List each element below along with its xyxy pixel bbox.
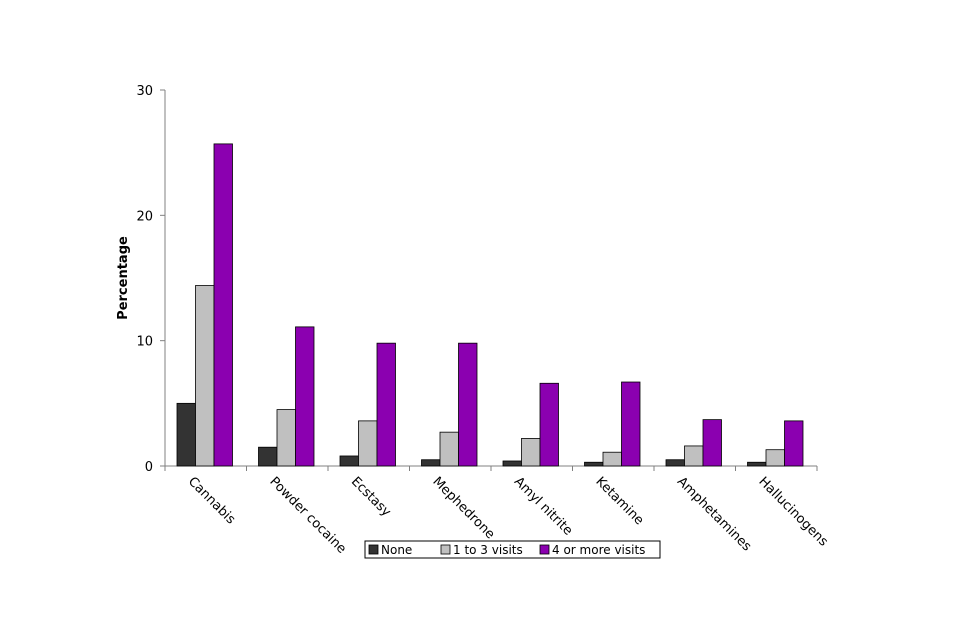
bar-4-or-more-visits-ecstasy [376, 342, 396, 467]
legend-label: 4 or more visits [552, 543, 645, 557]
bar-4-or-more-visits-powder-cocaine [295, 326, 315, 467]
bar-1-to-3-visits-cannabis [195, 285, 215, 467]
x-category-label: Ecstasy [348, 474, 394, 520]
bar-4-or-more-visits-hallucinogens [784, 420, 804, 467]
bar-4-or-more-visits-mephedrone [458, 342, 478, 467]
y-tick-label: 0 [145, 460, 153, 475]
bar-1-to-3-visits-hallucinogens [765, 449, 785, 467]
bar-1-to-3-visits-amphetamines [684, 445, 704, 467]
x-category-label: Ketamine [592, 474, 646, 528]
bar-1-to-3-visits-powder-cocaine [276, 409, 296, 467]
bar-4-or-more-visits-cannabis [213, 143, 233, 467]
y-tick-label: 30 [136, 84, 153, 99]
y-tick-label: 20 [136, 209, 153, 224]
x-category-label: Amphetamines [674, 474, 754, 554]
bar-1-to-3-visits-ecstasy [358, 420, 378, 467]
y-ticks: 0 10 20 30 [136, 84, 165, 475]
bar-none-ketamine [584, 461, 604, 467]
bars [176, 143, 804, 467]
legend-swatch [440, 544, 451, 555]
bar-none-ecstasy [339, 455, 359, 467]
bar-4-or-more-visits-ketamine [621, 381, 641, 467]
legend-box [364, 540, 661, 559]
y-axis-title: Percentage [116, 236, 131, 320]
x-category-label: Mephedrone [429, 474, 497, 542]
bar-4-or-more-visits-amphetamines [702, 419, 722, 467]
x-category-label: Powder cocaine [266, 474, 349, 557]
legend-label: None [381, 543, 412, 557]
x-ticks [164, 466, 818, 471]
x-category-label: Amyl nitrite [511, 474, 575, 538]
bar-none-powder-cocaine [258, 446, 278, 467]
x-category-label: Hallucinogens [755, 474, 830, 549]
x-category-label: Cannabis [185, 474, 238, 527]
bar-none-amphetamines [665, 459, 685, 467]
bar-none-amyl-nitrite [502, 460, 522, 467]
bar-none-mephedrone [421, 459, 441, 467]
bar-none-hallucinogens [747, 461, 767, 467]
legend: None 1 to 3 visits 4 or more visits [364, 540, 661, 559]
legend-swatch [368, 544, 379, 555]
bar-1-to-3-visits-ketamine [602, 451, 622, 467]
bar-1-to-3-visits-amyl-nitrite [521, 438, 541, 467]
legend-swatch [539, 544, 550, 555]
bar-4-or-more-visits-amyl-nitrite [539, 382, 559, 467]
axes [164, 90, 817, 467]
bar-none-cannabis [176, 402, 196, 467]
legend-label: 1 to 3 visits [453, 543, 523, 557]
bar-1-to-3-visits-mephedrone [439, 431, 459, 467]
y-tick-label: 10 [136, 335, 153, 350]
